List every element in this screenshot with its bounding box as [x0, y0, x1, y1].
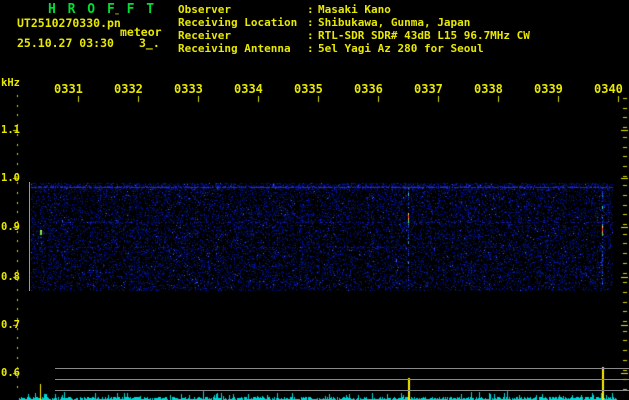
spectrogram-left-border: [29, 182, 30, 291]
y-axis-unit-label: kHz: [1, 77, 20, 89]
y-tick-label: 0.8: [1, 271, 20, 283]
y-tick-label: 0.6: [1, 367, 20, 379]
extra-note-text: 3_.: [139, 36, 160, 50]
datetime-text: 25.10.27 03:30: [17, 36, 114, 50]
info-row-location: Receiving Location : Shibukawa, Gunma, J…: [178, 16, 629, 29]
level-grid-line-1: [55, 368, 629, 369]
info-label: Receiver: [178, 29, 231, 42]
observation-label: meteor: [120, 25, 162, 39]
y-tick-label: 0.9: [1, 221, 20, 233]
x-tick-label: 0337: [414, 82, 443, 96]
info-value: 5el Yagi Az 280 for Seoul: [318, 42, 484, 55]
x-tick-label: 0334: [234, 82, 263, 96]
x-tick-label: 0333: [174, 82, 203, 96]
x-tick-label: 0340: [594, 82, 623, 96]
info-separator: :: [307, 42, 314, 55]
y-tick-label: 1.0: [1, 172, 20, 184]
x-tick-label: 0339: [534, 82, 563, 96]
info-row-antenna: Receiving Antenna : 5el Yagi Az 280 for …: [178, 42, 629, 55]
x-tick-label: 0336: [354, 82, 383, 96]
x-tick-label: 0331: [54, 82, 83, 96]
info-row-observer: Observer : Masaki Kano: [178, 3, 629, 16]
x-tick-label: 0338: [474, 82, 503, 96]
level-grid-line-2: [55, 379, 629, 380]
info-value: RTL-SDR SDR# 43dB L15 96.7MHz CW: [318, 29, 530, 42]
info-separator: :: [307, 16, 314, 29]
level-grid-line-3: [55, 390, 629, 391]
info-separator: :: [307, 29, 314, 42]
info-row-receiver: Receiver : RTL-SDR SDR# 43dB L15 96.7MHz…: [178, 29, 629, 42]
info-separator: :: [307, 3, 314, 16]
y-tick-label: 0.7: [1, 319, 20, 331]
x-tick-label: 0335: [294, 82, 323, 96]
filename-text: UT2510270330.pn: [17, 16, 121, 30]
y-tick-label: 1.1: [1, 124, 20, 136]
info-value: Shibukawa, Gunma, Japan: [318, 16, 471, 29]
app-title: H R O F F T: [48, 2, 157, 17]
info-value: Masaki Kano: [318, 3, 391, 16]
x-tick-label: 0332: [114, 82, 143, 96]
info-label: Receiving Location: [178, 16, 298, 29]
filename-overstrike-artifact: ¨: [114, 13, 121, 24]
info-label: Observer: [178, 3, 231, 16]
info-label: Receiving Antenna: [178, 42, 291, 55]
